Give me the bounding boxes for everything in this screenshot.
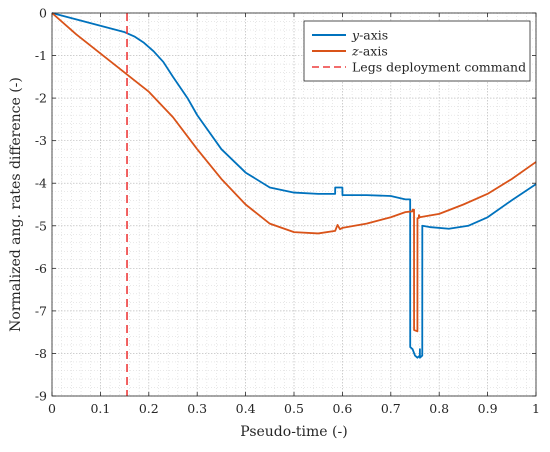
x-tick-label: 0.2 bbox=[139, 401, 159, 416]
y-tick-label: -7 bbox=[35, 303, 47, 318]
y-tick-labels: 0 -1 -2 -3 -4 -5 -6 -7 -8 -9 bbox=[35, 6, 47, 404]
y-tick-label: -4 bbox=[35, 176, 47, 191]
y-tick-label: -9 bbox=[35, 389, 47, 404]
legend-label-z-axis-suffix: -axis bbox=[359, 44, 388, 59]
x-axis-title: Pseudo-time (-) bbox=[240, 424, 347, 440]
y-axis-title: Normalized ang. rates difference (-) bbox=[8, 77, 24, 332]
x-tick-label: 0.1 bbox=[90, 401, 110, 416]
legend-label-y-axis-var: y bbox=[351, 28, 360, 43]
x-tick-label: 0.4 bbox=[236, 401, 256, 416]
y-tick-label: -8 bbox=[35, 346, 47, 361]
x-tick-label: 0 bbox=[48, 401, 56, 416]
series-line-z-axis bbox=[51, 12, 537, 333]
x-tick-labels: 0 0.1 0.2 0.3 0.4 0.5 0.6 0.7 0.8 0.9 1 bbox=[48, 401, 540, 416]
x-tick-label: 0.8 bbox=[429, 401, 449, 416]
legend-label-y-axis: y-axis bbox=[351, 28, 388, 43]
y-tick-label: -2 bbox=[35, 91, 47, 106]
x-tick-label: 0.9 bbox=[478, 401, 498, 416]
y-tick-label: -1 bbox=[35, 48, 47, 63]
x-tick-label: 0.6 bbox=[332, 401, 352, 416]
series-layer bbox=[51, 12, 537, 396]
legend-label-legs-deployment: Legs deployment command bbox=[352, 60, 526, 75]
y-tick-label: 0 bbox=[39, 6, 47, 21]
x-tick-label: 0.3 bbox=[187, 401, 207, 416]
x-tick-label: 0.7 bbox=[381, 401, 401, 416]
y-tick-label: -5 bbox=[35, 218, 47, 233]
y-tick-label: -3 bbox=[35, 133, 47, 148]
legend-label-y-axis-suffix: -axis bbox=[359, 28, 388, 43]
legend-label-z-axis: z-axis bbox=[351, 44, 388, 59]
legend-label-z-axis-var: z bbox=[351, 44, 359, 59]
x-tick-label: 0.5 bbox=[284, 401, 304, 416]
y-tick-label: -6 bbox=[35, 261, 47, 276]
axis-ticks bbox=[51, 12, 537, 397]
legend: y-axis z-axis Legs deployment command bbox=[303, 20, 531, 82]
series-line-y-axis bbox=[51, 12, 537, 359]
x-tick-label: 1 bbox=[532, 401, 540, 416]
